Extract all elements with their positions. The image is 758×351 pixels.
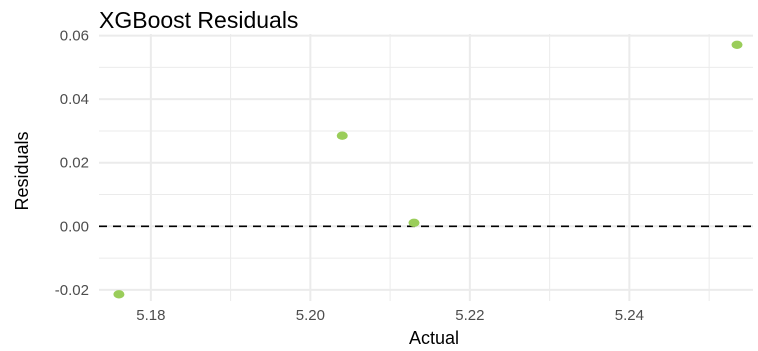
chart-title: XGBoost Residuals	[99, 7, 298, 33]
y-tick-label: 0.04	[60, 91, 89, 108]
y-axis-ticks: -0.02 0.00 0.02 0.04 0.06	[55, 28, 89, 299]
y-tick-label: 0.02	[60, 155, 89, 172]
data-point	[113, 290, 125, 299]
y-axis-title: Residuals	[12, 131, 32, 210]
x-axis-title: Actual	[409, 328, 459, 348]
x-tick-label: 5.20	[296, 307, 325, 324]
grid-lines	[99, 34, 753, 301]
y-tick-label: -0.02	[55, 282, 89, 299]
data-point	[336, 131, 348, 140]
x-tick-label: 5.22	[455, 307, 484, 324]
data-points	[113, 40, 743, 299]
x-tick-label: 5.24	[615, 307, 644, 324]
x-tick-label: 5.18	[136, 307, 165, 324]
data-point	[731, 40, 743, 50]
data-point	[408, 218, 420, 228]
x-axis-ticks: 5.18 5.20 5.22 5.24	[136, 307, 644, 324]
y-tick-label: 0.06	[60, 28, 89, 45]
y-tick-label: 0.00	[60, 218, 89, 235]
